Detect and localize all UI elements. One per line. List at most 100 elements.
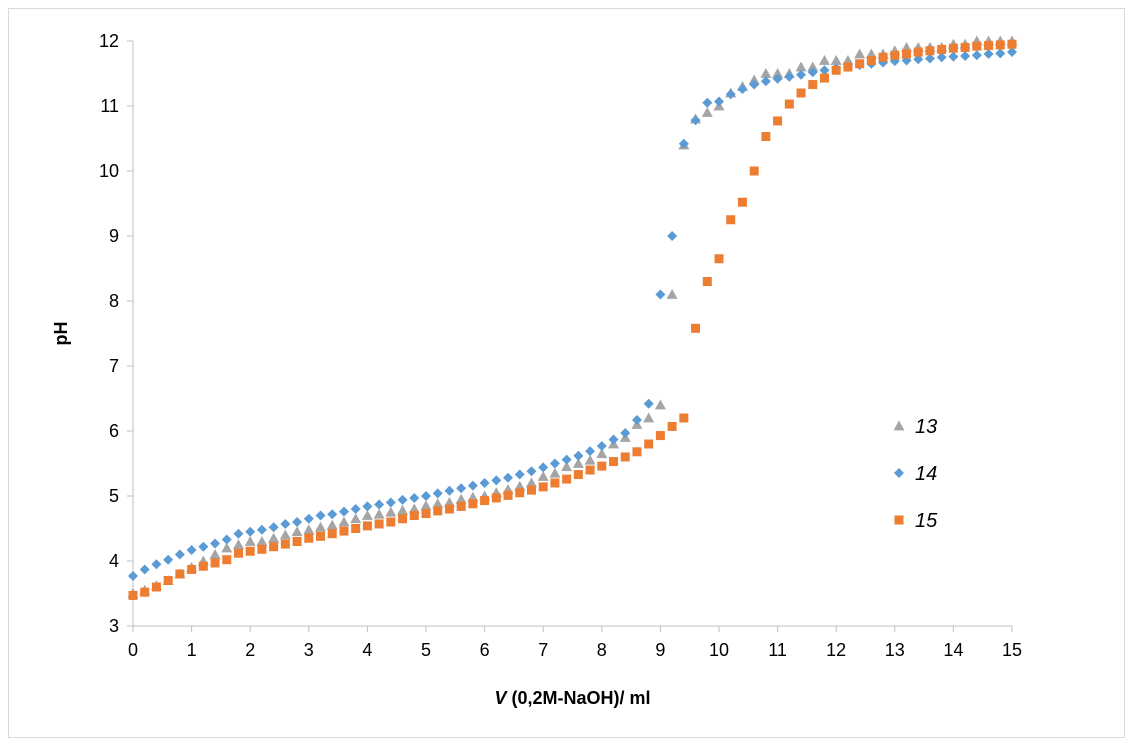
- point-series-14: [526, 466, 537, 477]
- point-series-15: [245, 546, 255, 556]
- point-series-14: [948, 51, 959, 62]
- point-series-14: [620, 427, 631, 438]
- point-series-13: [865, 48, 877, 59]
- point-series-13: [385, 506, 397, 517]
- point-series-15: [761, 132, 771, 142]
- y-tick-label: 10: [99, 161, 119, 181]
- point-series-13: [525, 477, 537, 488]
- point-series-15: [550, 478, 560, 488]
- point-series-14: [467, 480, 478, 491]
- point-series-14: [444, 485, 455, 496]
- point-series-14: [971, 50, 982, 61]
- x-tick-label: 15: [1002, 640, 1022, 660]
- point-series-13: [326, 519, 338, 530]
- point-series-13: [209, 549, 221, 559]
- point-series-15: [784, 99, 794, 109]
- point-series-14: [667, 231, 678, 241]
- point-series-14: [760, 76, 771, 87]
- y-tick-label: 8: [109, 291, 119, 311]
- point-series-15: [995, 40, 1005, 50]
- point-series-15: [609, 457, 619, 467]
- point-series-15: [796, 88, 806, 98]
- point-series-13: [572, 458, 584, 468]
- point-series-14: [772, 73, 783, 84]
- point-series-13: [760, 68, 772, 78]
- y-tick-label: 6: [109, 421, 119, 441]
- point-series-15: [409, 511, 419, 520]
- point-series-14: [807, 67, 818, 78]
- point-series-15: [374, 519, 384, 529]
- point-series-13: [654, 399, 666, 410]
- point-series-15: [714, 254, 724, 264]
- point-series-15: [702, 277, 712, 286]
- point-series-14: [456, 483, 467, 494]
- point-series-14: [596, 440, 607, 451]
- point-series-15: [937, 44, 947, 54]
- legend-marker-15: [894, 515, 904, 525]
- point-series-15: [819, 73, 829, 83]
- point-series-14: [292, 517, 303, 527]
- point-series-15: [198, 561, 208, 571]
- point-series-15: [644, 439, 654, 449]
- point-series-15: [679, 413, 689, 423]
- x-axis-title-rest: (0,2M-NaOH)/ ml: [506, 688, 650, 708]
- point-series-15: [351, 524, 361, 533]
- point-series-14: [139, 564, 150, 575]
- point-series-13: [549, 467, 561, 478]
- point-series-13: [221, 542, 233, 553]
- point-series-15: [468, 499, 478, 509]
- point-series-14: [737, 84, 748, 95]
- point-series-14: [280, 518, 291, 529]
- point-series-15: [269, 542, 279, 552]
- point-series-15: [597, 461, 607, 471]
- point-series-14: [245, 526, 256, 537]
- point-series-14: [913, 54, 924, 65]
- point-series-13: [397, 504, 409, 515]
- point-series-15: [749, 166, 759, 176]
- point-series-14: [491, 475, 502, 486]
- point-series-15: [585, 465, 595, 475]
- point-series-15: [843, 62, 853, 72]
- point-series-14: [233, 528, 244, 539]
- point-series-15: [526, 485, 536, 495]
- point-series-15: [444, 504, 454, 514]
- y-tick-label: 5: [109, 486, 119, 506]
- point-series-14: [749, 79, 760, 90]
- point-series-14: [385, 497, 396, 508]
- point-series-13: [584, 454, 596, 465]
- point-series-14: [983, 49, 994, 59]
- point-series-15: [808, 80, 818, 90]
- point-series-14: [338, 506, 349, 517]
- point-series-14: [210, 538, 221, 549]
- point-series-14: [128, 570, 138, 581]
- point-series-15: [667, 421, 677, 431]
- point-series-14: [819, 65, 830, 76]
- point-series-14: [561, 454, 572, 465]
- y-tick-label: 3: [109, 616, 119, 636]
- point-series-13: [772, 68, 784, 78]
- point-series-13: [420, 500, 432, 511]
- point-series-14: [256, 524, 267, 535]
- point-series-13: [279, 529, 291, 540]
- point-series-14: [421, 491, 431, 501]
- point-series-14: [784, 71, 795, 82]
- point-series-15: [175, 569, 185, 579]
- x-tick-label: 9: [655, 640, 665, 660]
- point-series-15: [222, 555, 232, 565]
- point-series-13: [303, 524, 315, 535]
- point-series-15: [140, 587, 150, 597]
- point-series-13: [455, 493, 467, 504]
- point-series-15: [773, 116, 783, 126]
- point-series-15: [726, 215, 736, 225]
- point-series-13: [361, 510, 373, 520]
- x-tick-label: 2: [245, 640, 255, 660]
- point-series-15: [187, 564, 197, 574]
- point-series-13: [666, 289, 678, 299]
- x-tick-label: 4: [362, 640, 372, 660]
- point-series-13: [291, 526, 303, 537]
- point-series-14: [608, 434, 619, 445]
- point-series-15: [866, 56, 876, 65]
- point-series-15: [163, 576, 173, 585]
- point-series-15: [421, 509, 431, 519]
